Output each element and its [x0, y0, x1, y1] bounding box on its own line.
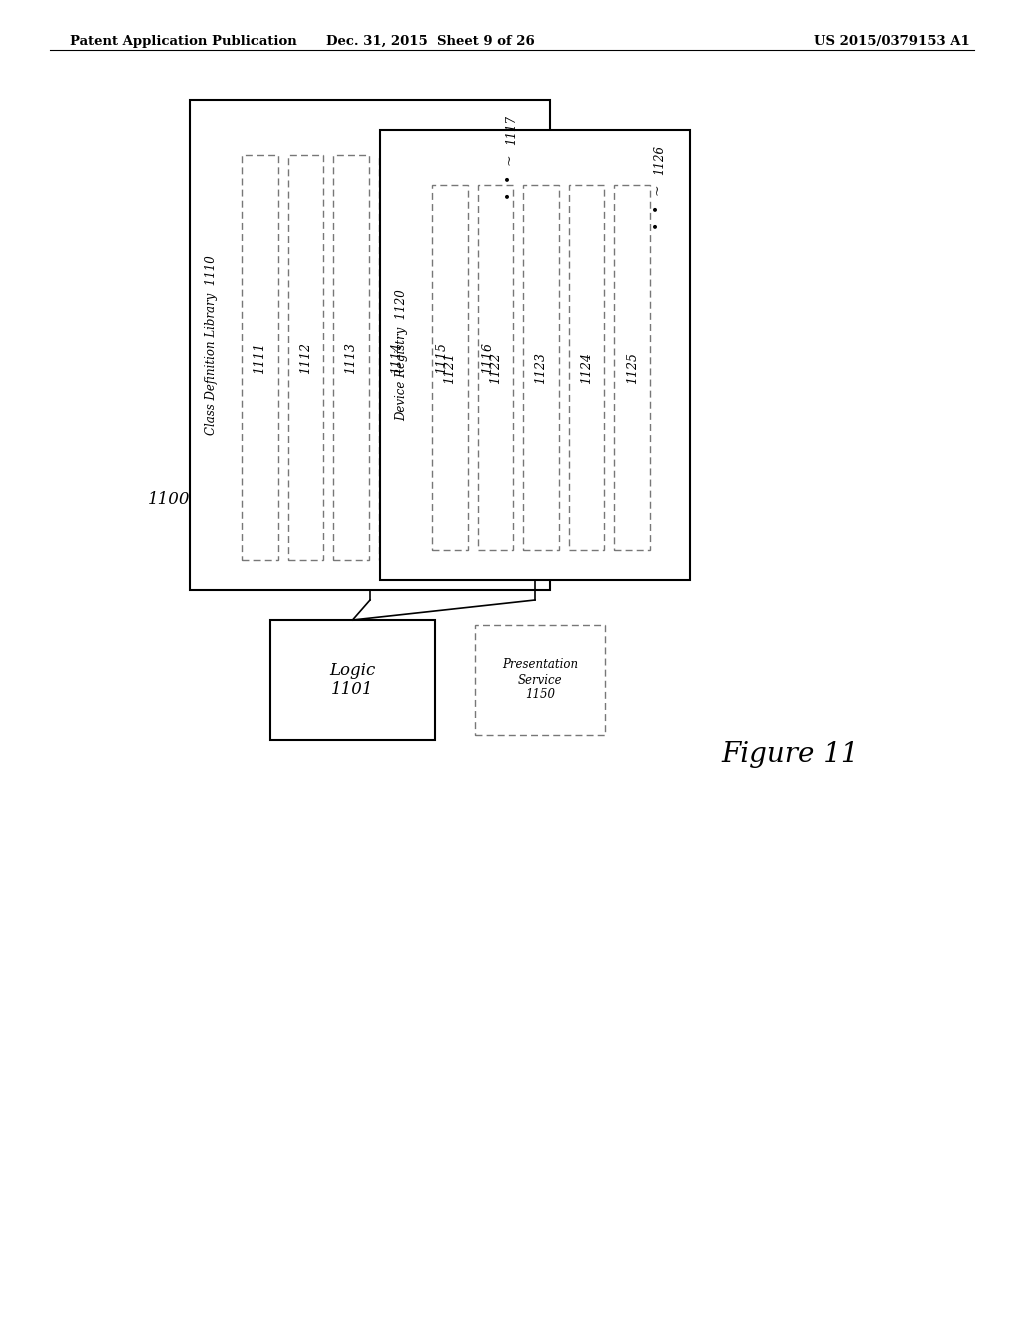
Text: 1114: 1114	[390, 342, 402, 374]
Text: 1100: 1100	[148, 491, 190, 508]
Text: •  •: • •	[651, 205, 665, 230]
Text: 1115: 1115	[435, 342, 449, 374]
Text: ~: ~	[651, 183, 665, 194]
Bar	[477, 185, 513, 550]
Text: 1113: 1113	[344, 342, 357, 374]
Bar	[270, 620, 435, 741]
Text: ~: ~	[503, 153, 517, 165]
Text: Patent Application Publication: Patent Application Publication	[70, 36, 297, 48]
Bar	[469, 154, 505, 560]
Bar	[333, 154, 369, 560]
Bar	[379, 154, 414, 560]
Text: Logic
1101: Logic 1101	[330, 661, 376, 698]
Text: 1126: 1126	[653, 145, 667, 176]
Text: Dec. 31, 2015  Sheet 9 of 26: Dec. 31, 2015 Sheet 9 of 26	[326, 36, 535, 48]
Text: 1116: 1116	[480, 342, 494, 374]
Bar	[288, 154, 323, 560]
Text: Presentation
Service
1150: Presentation Service 1150	[502, 659, 579, 701]
Bar	[380, 129, 690, 579]
Bar	[523, 185, 559, 550]
Text: 1121: 1121	[443, 351, 457, 384]
Text: 1112: 1112	[299, 342, 311, 374]
Text: Device Registry  1120: Device Registry 1120	[395, 289, 409, 421]
Text: 1125: 1125	[626, 351, 639, 384]
Text: 1124: 1124	[581, 351, 593, 384]
Text: •  •: • •	[503, 176, 517, 201]
Text: 1123: 1123	[535, 351, 548, 384]
Bar	[432, 185, 468, 550]
Bar	[242, 154, 278, 560]
Text: US 2015/0379153 A1: US 2015/0379153 A1	[814, 36, 970, 48]
Bar	[568, 185, 604, 550]
Text: Figure 11: Figure 11	[721, 742, 859, 768]
Bar	[475, 624, 605, 735]
Text: 1117: 1117	[506, 115, 518, 145]
Bar	[190, 100, 550, 590]
Text: Class Definition Library  1110: Class Definition Library 1110	[206, 255, 218, 434]
Text: 1111: 1111	[253, 342, 266, 374]
Bar	[424, 154, 460, 560]
Bar	[614, 185, 650, 550]
Text: 1122: 1122	[488, 351, 502, 384]
